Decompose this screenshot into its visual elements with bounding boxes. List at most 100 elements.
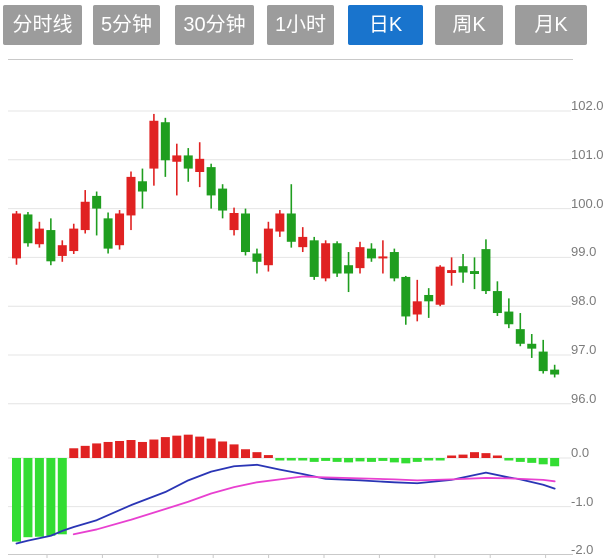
macd-histogram-bar <box>378 458 388 461</box>
candle-body <box>515 329 525 344</box>
macd-histogram-bar <box>229 444 239 458</box>
tab-time-share[interactable]: 分时线 <box>3 5 82 45</box>
macd-histogram-bar <box>321 458 331 461</box>
candle-body <box>172 155 182 162</box>
candle-body <box>412 301 422 315</box>
macd-histogram-bar <box>424 458 434 461</box>
macd-histogram-bar <box>69 448 79 458</box>
macd-histogram-bar <box>401 458 411 464</box>
candle-body <box>252 253 262 262</box>
candle-body <box>195 158 205 172</box>
macd-histogram-bar <box>515 458 525 462</box>
candle-body <box>229 212 239 231</box>
macd-histogram-bar <box>275 458 285 461</box>
macd-histogram-bar <box>332 458 342 462</box>
tab-30min[interactable]: 30分钟 <box>175 5 254 45</box>
candle-body <box>470 271 479 274</box>
macd-histogram-bar <box>103 441 113 458</box>
macd-histogram-bar <box>389 458 399 463</box>
macd-histogram-bar <box>458 454 468 458</box>
candle-body <box>309 240 319 277</box>
candle-body <box>218 188 228 211</box>
candle-body <box>492 291 502 314</box>
candle-body <box>355 247 365 269</box>
macd-dea-line <box>72 475 556 536</box>
macd-histogram-bar <box>435 458 445 461</box>
candle-body <box>527 343 537 349</box>
candle-body <box>458 266 468 273</box>
candle-body <box>57 245 67 256</box>
macd-histogram-bar <box>550 458 560 467</box>
macd-histogram-bar <box>92 443 102 458</box>
candle-body <box>263 228 273 266</box>
candle-body <box>321 243 331 279</box>
macd-histogram-bar <box>527 458 537 463</box>
candle-body <box>275 213 285 232</box>
macd-histogram-bar <box>298 458 308 461</box>
candle-body <box>183 155 193 169</box>
macd-histogram-bar <box>538 458 548 465</box>
candle-body <box>115 213 125 246</box>
candle-body <box>435 266 445 305</box>
macd-histogram-bar <box>481 453 491 458</box>
candle-body <box>80 201 90 231</box>
candle-body <box>23 214 33 244</box>
tab-monthly-k[interactable]: 月K <box>515 5 587 45</box>
candle-body <box>550 369 560 375</box>
macd-histogram-bar <box>160 437 170 458</box>
candle-body <box>12 213 21 259</box>
candle-body <box>447 270 457 274</box>
macd-histogram-bar <box>447 455 457 458</box>
macd-histogram-bar <box>252 452 262 458</box>
candle-body <box>126 176 136 216</box>
macd-histogram-bar <box>115 440 125 458</box>
candle-body <box>298 236 308 248</box>
candle-body <box>137 181 147 192</box>
candle-body <box>69 228 79 252</box>
macd-histogram-bar <box>504 458 514 461</box>
macd-histogram-bar <box>195 436 205 458</box>
macd-histogram-bar <box>206 438 216 458</box>
candle-body <box>344 265 354 274</box>
candle-body <box>389 252 399 279</box>
macd-histogram-bar <box>344 458 354 463</box>
macd-histogram-bar <box>286 458 296 461</box>
candle-body <box>424 294 434 302</box>
candle-body <box>378 256 388 259</box>
candle-body <box>286 213 296 242</box>
candle-body <box>34 228 44 245</box>
candle-body <box>481 249 491 292</box>
macd-histogram-bar <box>46 458 56 536</box>
candle-body <box>504 311 514 325</box>
tab-5min[interactable]: 5分钟 <box>93 5 160 45</box>
candle-body <box>401 276 411 317</box>
candle-body <box>366 248 376 259</box>
macd-histogram-bar <box>218 441 228 458</box>
macd-histogram-bar <box>149 439 159 458</box>
macd-histogram-bar <box>126 440 136 458</box>
macd-histogram-bar <box>412 458 422 462</box>
tab-daily-k[interactable]: 日K <box>348 5 423 45</box>
macd-histogram-bar <box>263 455 273 458</box>
candle-body <box>92 195 102 209</box>
macd-histogram-bar <box>137 441 147 458</box>
macd-histogram-bar <box>366 458 376 462</box>
macd-histogram-bar <box>183 434 193 458</box>
candle-body <box>103 218 113 249</box>
tab-weekly-k[interactable]: 周K <box>435 5 503 45</box>
macd-histogram-bar <box>241 449 250 458</box>
candle-body <box>160 122 170 161</box>
macd-histogram-bar <box>492 455 502 458</box>
macd-histogram-bar <box>309 458 319 462</box>
candle-body <box>46 230 56 262</box>
macd-histogram-bar <box>470 452 479 458</box>
macd-histogram-bar <box>355 458 365 462</box>
tab-1hour[interactable]: 1小时 <box>267 5 334 45</box>
macd-histogram-bar <box>80 445 90 458</box>
candle-body <box>149 120 159 169</box>
candle-body <box>241 213 250 253</box>
macd-histogram-bar <box>34 458 44 537</box>
interval-tab-bar: 分时线 5分钟 30分钟 1小时 日K 周K 月K <box>0 0 609 50</box>
